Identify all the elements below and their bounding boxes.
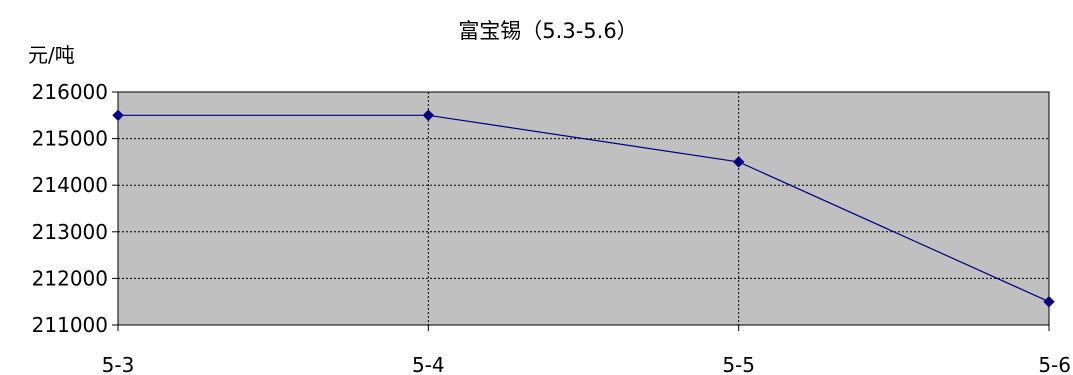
y-tick-label: 214000 xyxy=(32,173,108,197)
plot-area xyxy=(117,91,1050,326)
y-tick-labels: 211000 212000 213000 214000 215000 216000 xyxy=(32,80,108,337)
axes xyxy=(112,91,1050,331)
series-group xyxy=(118,114,1050,303)
x-tick-label: 5-4 xyxy=(412,353,445,375)
y-tick-label: 211000 xyxy=(32,313,108,337)
x-tick-label: 5-3 xyxy=(102,353,135,375)
y-tick-label: 212000 xyxy=(32,266,108,290)
y-tick-label: 213000 xyxy=(32,220,108,244)
x-tick-labels: 5-3 5-4 5-5 5-6 xyxy=(102,353,1071,375)
data-point-marker xyxy=(732,156,745,168)
x-tick-label: 5-6 xyxy=(1038,353,1071,375)
y-axis-label: 元/吨 xyxy=(28,43,75,67)
x-tick-label: 5-5 xyxy=(722,353,755,375)
data-point-marker xyxy=(1043,295,1055,308)
y-tick-label: 215000 xyxy=(32,127,108,151)
series-line xyxy=(118,114,1050,303)
y-tick-label: 216000 xyxy=(32,80,108,104)
data-point-marker xyxy=(112,109,124,122)
marker-group xyxy=(112,109,1055,308)
chart-title: 富宝锡（5.3-5.6） xyxy=(458,19,637,43)
data-point-marker xyxy=(422,109,435,122)
